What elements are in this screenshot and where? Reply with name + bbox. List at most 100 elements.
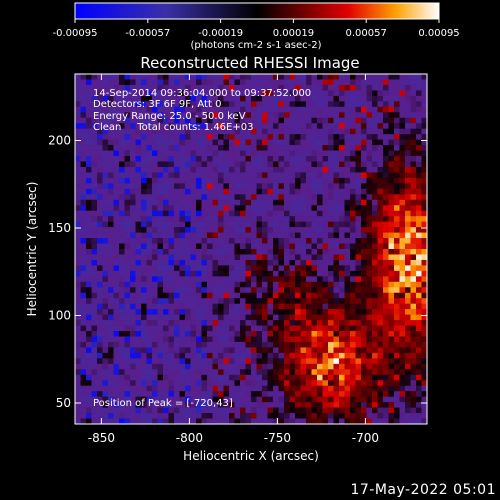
heatmap-cell [278, 183, 285, 190]
heatmap-cell [284, 380, 290, 387]
heatmap-cell [328, 112, 334, 119]
colorbar-tick-label: -0.00095 [53, 28, 98, 39]
heatmap-cell [251, 418, 257, 424]
heatmap-cell [119, 374, 125, 381]
heatmap-cell [421, 194, 427, 201]
heatmap-cell [377, 391, 384, 397]
heatmap-cell [190, 150, 197, 157]
heatmap-cell [339, 238, 345, 244]
heatmap-cell [190, 106, 197, 113]
heatmap-cell [91, 227, 98, 233]
heatmap-cell [355, 259, 362, 266]
heatmap-cell [212, 227, 219, 233]
heatmap-cell [317, 331, 323, 337]
colorbar-tick-label: -0.00057 [125, 28, 170, 39]
heatmap-cell [102, 380, 109, 387]
heatmap-cell [135, 380, 142, 387]
heatmap-cell [256, 331, 263, 337]
heatmap-cell [344, 166, 351, 173]
heatmap-cell [311, 150, 318, 157]
heatmap-cell [300, 134, 307, 140]
heatmap-cell [383, 238, 389, 244]
heatmap-cell [344, 188, 351, 195]
heatmap-cell [421, 128, 427, 135]
heatmap-cell [91, 402, 98, 408]
heatmap-cell [152, 90, 158, 97]
heatmap-cell [141, 117, 147, 124]
heatmap-cell [168, 347, 175, 354]
heatmap-cell [355, 369, 362, 376]
heatmap-cell [410, 270, 417, 277]
heatmap-cell [135, 194, 142, 201]
heatmap-cell [174, 134, 180, 140]
heatmap-cell [306, 265, 312, 272]
heatmap-cell [91, 106, 98, 113]
heatmap-cell [383, 413, 389, 419]
heatmap-cell [295, 418, 301, 424]
heatmap-cell [75, 216, 81, 222]
heatmap-cell [124, 205, 131, 212]
heatmap-cell [344, 407, 351, 414]
heatmap-cell [311, 254, 318, 261]
heatmap-cell [218, 276, 224, 283]
heatmap-cell [207, 347, 213, 354]
heatmap-cell [355, 309, 362, 315]
heatmap-cell [421, 391, 427, 397]
heatmap-cell [168, 276, 175, 283]
heatmap-cell [322, 325, 329, 332]
heatmap-cell [410, 363, 417, 370]
heatmap-cell [240, 276, 246, 283]
heatmap-cell [416, 161, 422, 168]
heatmap-cell [168, 134, 175, 140]
heatmap-cell [141, 341, 147, 348]
heatmap-cell [410, 292, 417, 299]
heatmap-cell [394, 254, 400, 261]
heatmap-cell [333, 352, 340, 359]
heatmap-cell [152, 238, 158, 244]
heatmap-cell [229, 391, 235, 397]
heatmap-cell [410, 281, 417, 288]
heatmap-cell [267, 101, 274, 108]
heatmap-cell [388, 205, 395, 212]
heatmap-cell [300, 259, 307, 266]
heatmap-cell [185, 249, 191, 255]
heatmap-cell [372, 145, 378, 151]
heatmap-cell [130, 177, 136, 184]
heatmap-cell [394, 358, 400, 365]
heatmap-cell [388, 194, 395, 201]
heatmap-cell [262, 380, 268, 387]
heatmap-cell [361, 95, 367, 102]
heatmap-cell [108, 134, 114, 140]
heatmap-cell [146, 128, 153, 135]
heatmap-cell [289, 79, 296, 86]
heatmap-cell [251, 145, 257, 151]
heatmap-cell [377, 259, 384, 266]
heatmap-cell [328, 309, 334, 315]
heatmap-cell [372, 199, 378, 206]
heatmap-cell [344, 199, 351, 206]
heatmap-cell [262, 205, 268, 212]
heatmap-cell [295, 194, 301, 201]
heatmap-cell [97, 95, 103, 102]
heatmap-cell [218, 243, 224, 250]
heatmap-cell [410, 413, 417, 419]
heatmap-cell [366, 314, 373, 321]
heatmap-cell [201, 210, 208, 217]
heatmap-cell [135, 183, 142, 190]
heatmap-cell [141, 84, 147, 91]
heatmap-cell [251, 90, 257, 97]
heatmap-cell [86, 336, 92, 343]
heatmap-cell [185, 172, 191, 179]
heatmap-cell [300, 238, 307, 244]
heatmap-cell [394, 265, 400, 272]
heatmap-cell [344, 90, 351, 97]
heatmap-cell [75, 227, 81, 233]
heatmap-cell [179, 194, 186, 201]
heatmap-cell [251, 298, 257, 304]
heatmap-cell [256, 254, 263, 261]
heatmap-cell [229, 156, 235, 162]
heatmap-cell [119, 112, 125, 119]
heatmap-cell [295, 358, 301, 365]
heatmap-cell [146, 391, 153, 397]
heatmap-cell [361, 320, 367, 326]
